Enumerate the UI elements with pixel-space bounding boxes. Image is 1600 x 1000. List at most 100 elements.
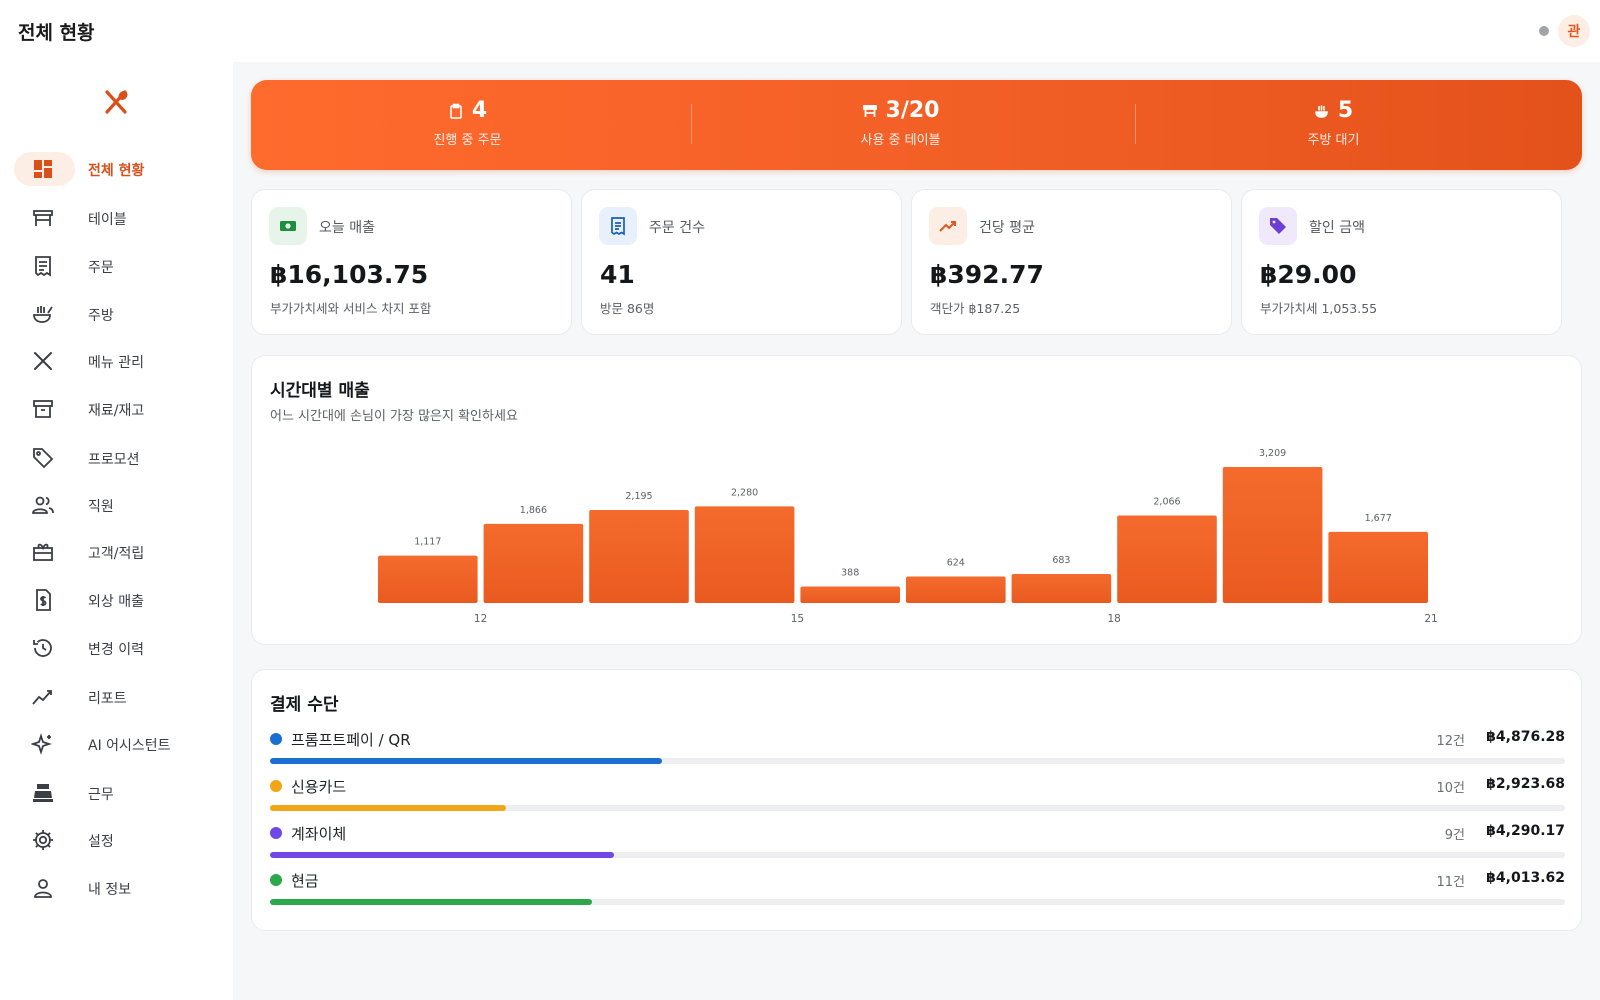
sidebar-item-staff[interactable]: 직원 — [14, 488, 214, 522]
sidebar-item-inventory[interactable]: 재료/재고 — [14, 392, 214, 426]
bar-value-label: 2,066 — [1153, 496, 1180, 507]
sidebar-item-label: 설정 — [88, 834, 114, 850]
chart-bar[interactable] — [694, 506, 795, 603]
sidebar-item-label: 변경 이력 — [88, 642, 144, 658]
payment-count: 10건 — [1436, 781, 1465, 796]
sidebar-item-tables[interactable]: 테이블 — [14, 201, 214, 235]
sidebar-item-label: 외상 매출 — [88, 594, 144, 610]
chart-bar[interactable] — [1328, 531, 1428, 603]
bar-value-label: 1,677 — [1365, 513, 1392, 524]
payment-amount: ฿4,013.62 — [1486, 870, 1565, 886]
payment-color-dot — [270, 827, 282, 839]
tag-icon — [1259, 207, 1297, 245]
kpi-card-discount[interactable]: 할인 금액 ฿29.00 부가가치세 1,053.55 — [1241, 189, 1562, 335]
bar-value-label: 3,209 — [1259, 448, 1286, 459]
loyalty-icon — [33, 543, 53, 561]
x-tick-label: 18 — [1108, 613, 1121, 625]
sidebar-item-label: 메뉴 관리 — [88, 355, 144, 371]
sidebar-item-dashboard[interactable]: 전체 현황 — [14, 152, 214, 186]
kpi-card-today-sales[interactable]: 오늘 매출 ฿16,103.75 부가가치세와 서비스 차지 포함 — [251, 189, 572, 335]
cash-icon — [269, 207, 307, 245]
sidebar-item-customers[interactable]: 고객/적립 — [14, 535, 214, 569]
utensils-icon — [34, 352, 52, 370]
x-tick-label: 21 — [1424, 613, 1437, 625]
dashboard-icon — [34, 160, 52, 178]
sidebar-item-promotion[interactable]: 프로모션 — [14, 441, 214, 475]
avatar[interactable]: 관 — [1558, 15, 1590, 47]
bar-value-label: 624 — [947, 558, 965, 569]
chart-bar[interactable] — [378, 555, 478, 603]
users-icon — [32, 496, 54, 514]
sidebar-item-orders[interactable]: 주문 — [14, 249, 214, 283]
bar-value-label: 2,280 — [731, 487, 758, 498]
invoice-icon — [36, 589, 51, 611]
payment-method-name: 프롬프트페이 / QR — [291, 731, 411, 749]
chart-bar[interactable] — [800, 586, 900, 603]
kitchen-queue-stat[interactable]: 5 주방 대기 — [1117, 80, 1550, 170]
active-orders-stat[interactable]: 4 진행 중 주문 — [251, 80, 684, 170]
sidebar-item-menu[interactable]: 메뉴 관리 — [14, 344, 214, 378]
chart-bar[interactable] — [483, 523, 584, 603]
payment-count: 11건 — [1436, 875, 1465, 890]
payment-amount: ฿4,290.17 — [1486, 823, 1565, 839]
chart-subtitle: 어느 시간대에 손님이 가장 많은지 확인하세요 — [270, 409, 518, 424]
chart-bar[interactable] — [1011, 574, 1112, 603]
sidebar-item-profile[interactable]: 내 정보 — [14, 871, 214, 905]
trend-up-icon — [929, 207, 967, 245]
kitchen-icon — [1315, 105, 1328, 118]
kpi-subtext: 객단가 ฿187.25 — [930, 301, 1021, 316]
payment-share-bar — [270, 805, 506, 811]
chart-bar[interactable] — [1222, 467, 1323, 603]
chart-bar[interactable] — [1117, 515, 1217, 603]
sidebar-item-history[interactable]: 변경 이력 — [14, 631, 214, 665]
active-orders-label: 진행 중 주문 — [433, 133, 502, 148]
bar-value-label: 1,117 — [414, 537, 441, 548]
page-title: 전체 현황 — [18, 22, 95, 44]
payment-color-dot — [270, 874, 282, 886]
sidebar-item-ai-assistant[interactable]: AI 어시스턴트 — [14, 727, 214, 761]
kpi-value: ฿16,103.75 — [270, 260, 429, 289]
cash-register-icon — [33, 784, 53, 802]
sidebar: 전체 현황 테이블 주문 주방 메뉴 관리 재료/재고 프로모션 직원 고객/적… — [0, 62, 233, 1000]
payment-color-dot — [270, 780, 282, 792]
divider — [691, 104, 692, 144]
live-status-banner: 4 진행 중 주문 3/20 사용 중 테이블 5 주방 대기 — [251, 80, 1582, 170]
payment-share-track — [270, 899, 1565, 905]
payment-share-track — [270, 805, 1565, 811]
payment-share-bar — [270, 899, 593, 905]
kitchen-icon — [33, 306, 53, 323]
payment-count: 9건 — [1444, 828, 1465, 843]
table-icon — [33, 210, 53, 226]
tag-icon — [33, 448, 54, 469]
receipt-icon — [35, 256, 51, 277]
chart-title: 시간대별 매출 — [270, 381, 370, 401]
tables-in-use-stat[interactable]: 3/20 사용 중 테이블 — [684, 80, 1117, 170]
sparkle-icon — [31, 733, 52, 755]
sidebar-item-reports[interactable]: 리포트 — [14, 680, 214, 714]
sidebar-item-shift[interactable]: 근무 — [14, 776, 214, 810]
hourly-sales-bar-chart: 1,117 1,866 2,195 2,280 388 624 683 2,066 3,209 1… — [378, 448, 1438, 625]
sidebar-item-settings[interactable]: 설정 — [14, 823, 214, 857]
kitchen-queue-label: 주방 대기 — [1307, 133, 1360, 148]
sidebar-item-label: AI 어시스턴트 — [88, 738, 171, 754]
chart-bar[interactable] — [906, 576, 1006, 603]
payment-share-bar — [270, 852, 615, 858]
sidebar-item-label: 근무 — [88, 787, 114, 803]
kpi-card-order-count[interactable]: 주문 건수 41 방문 86명 — [581, 189, 902, 335]
kpi-value: 41 — [600, 260, 635, 289]
kpi-title: 할인 금액 — [1309, 220, 1365, 236]
payment-share-track — [270, 758, 1565, 764]
sidebar-item-kitchen[interactable]: 주방 — [14, 297, 214, 331]
sidebar-item-label: 프로모션 — [88, 452, 140, 468]
bar-value-label: 2,195 — [625, 491, 652, 502]
chart-bar[interactable] — [589, 509, 689, 603]
kpi-title: 오늘 매출 — [319, 220, 375, 236]
sidebar-item-credit-sales[interactable]: 외상 매출 — [14, 583, 214, 617]
history-icon — [33, 639, 52, 657]
sidebar-item-label: 리포트 — [88, 691, 127, 707]
kpi-card-average-per-order[interactable]: 건당 평균 ฿392.77 객단가 ฿187.25 — [911, 189, 1232, 335]
active-orders-value: 4 — [471, 98, 488, 123]
main-content: 4 진행 중 주문 3/20 사용 중 테이블 5 주방 대기 오늘 매출 ฿1… — [233, 62, 1600, 1000]
receipt-icon — [599, 207, 637, 245]
payment-share-bar — [270, 758, 663, 764]
